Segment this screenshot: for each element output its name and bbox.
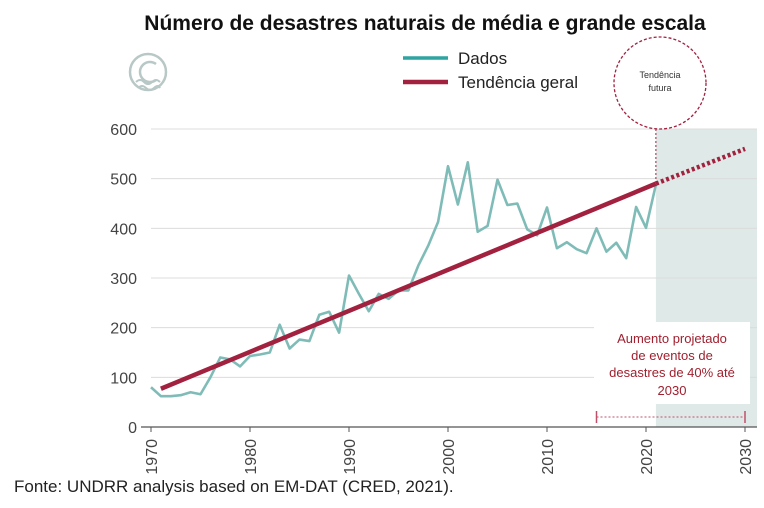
projection-text-line-1: Aumento projetado <box>617 331 727 346</box>
future-trend-label-1: Tendência <box>639 70 680 80</box>
y-tick-label: 200 <box>110 321 137 338</box>
chart-title: Número de desastres naturais de média e … <box>144 12 706 35</box>
x-tick-label: 2020 <box>639 439 656 475</box>
projection-text-line-3: desastres de 40% até <box>609 365 735 380</box>
y-tick-label: 500 <box>110 172 137 189</box>
y-tick-label: 100 <box>110 370 137 387</box>
x-axis-ticks: 1970 1980 1990 2000 2010 2020 2030 <box>144 427 755 475</box>
legend: Dados Tendência geral <box>403 49 578 92</box>
legend-label-dados: Dados <box>458 49 507 68</box>
legend-label-tendencia: Tendência geral <box>458 73 578 92</box>
projection-text-line-2: de eventos de <box>631 348 713 363</box>
future-trend-circle <box>613 36 707 130</box>
series-line-tendencia <box>160 181 657 391</box>
projection-range-bracket <box>595 411 746 423</box>
projection-annotation: Aumento projetado de eventos de desastre… <box>594 322 750 423</box>
source-note: Fonte: UNDRR analysis based on EM-DAT (C… <box>14 477 454 496</box>
projection-text-line-4: 2030 <box>658 383 687 398</box>
y-tick-label: 0 <box>128 420 137 437</box>
y-tick-label: 300 <box>110 271 137 288</box>
x-tick-label: 2030 <box>738 439 755 475</box>
y-tick-label: 400 <box>110 221 137 238</box>
x-tick-label: 2010 <box>540 439 557 475</box>
y-axis-ticks: 0 100 200 300 400 500 600 <box>110 122 137 437</box>
wave-logo-icon <box>128 52 168 92</box>
projection-text-background <box>594 322 750 404</box>
future-trend-annotation: Tendência futura <box>613 36 707 184</box>
x-tick-label: 1980 <box>243 439 260 475</box>
series-layer <box>150 146 746 398</box>
series-line-projecao <box>655 146 746 186</box>
x-tick-label: 1990 <box>342 439 359 475</box>
y-tick-label: 600 <box>110 122 137 139</box>
future-trend-label-2: futura <box>648 83 671 93</box>
x-tick-label: 1970 <box>144 439 161 475</box>
x-tick-label: 2000 <box>441 439 458 475</box>
